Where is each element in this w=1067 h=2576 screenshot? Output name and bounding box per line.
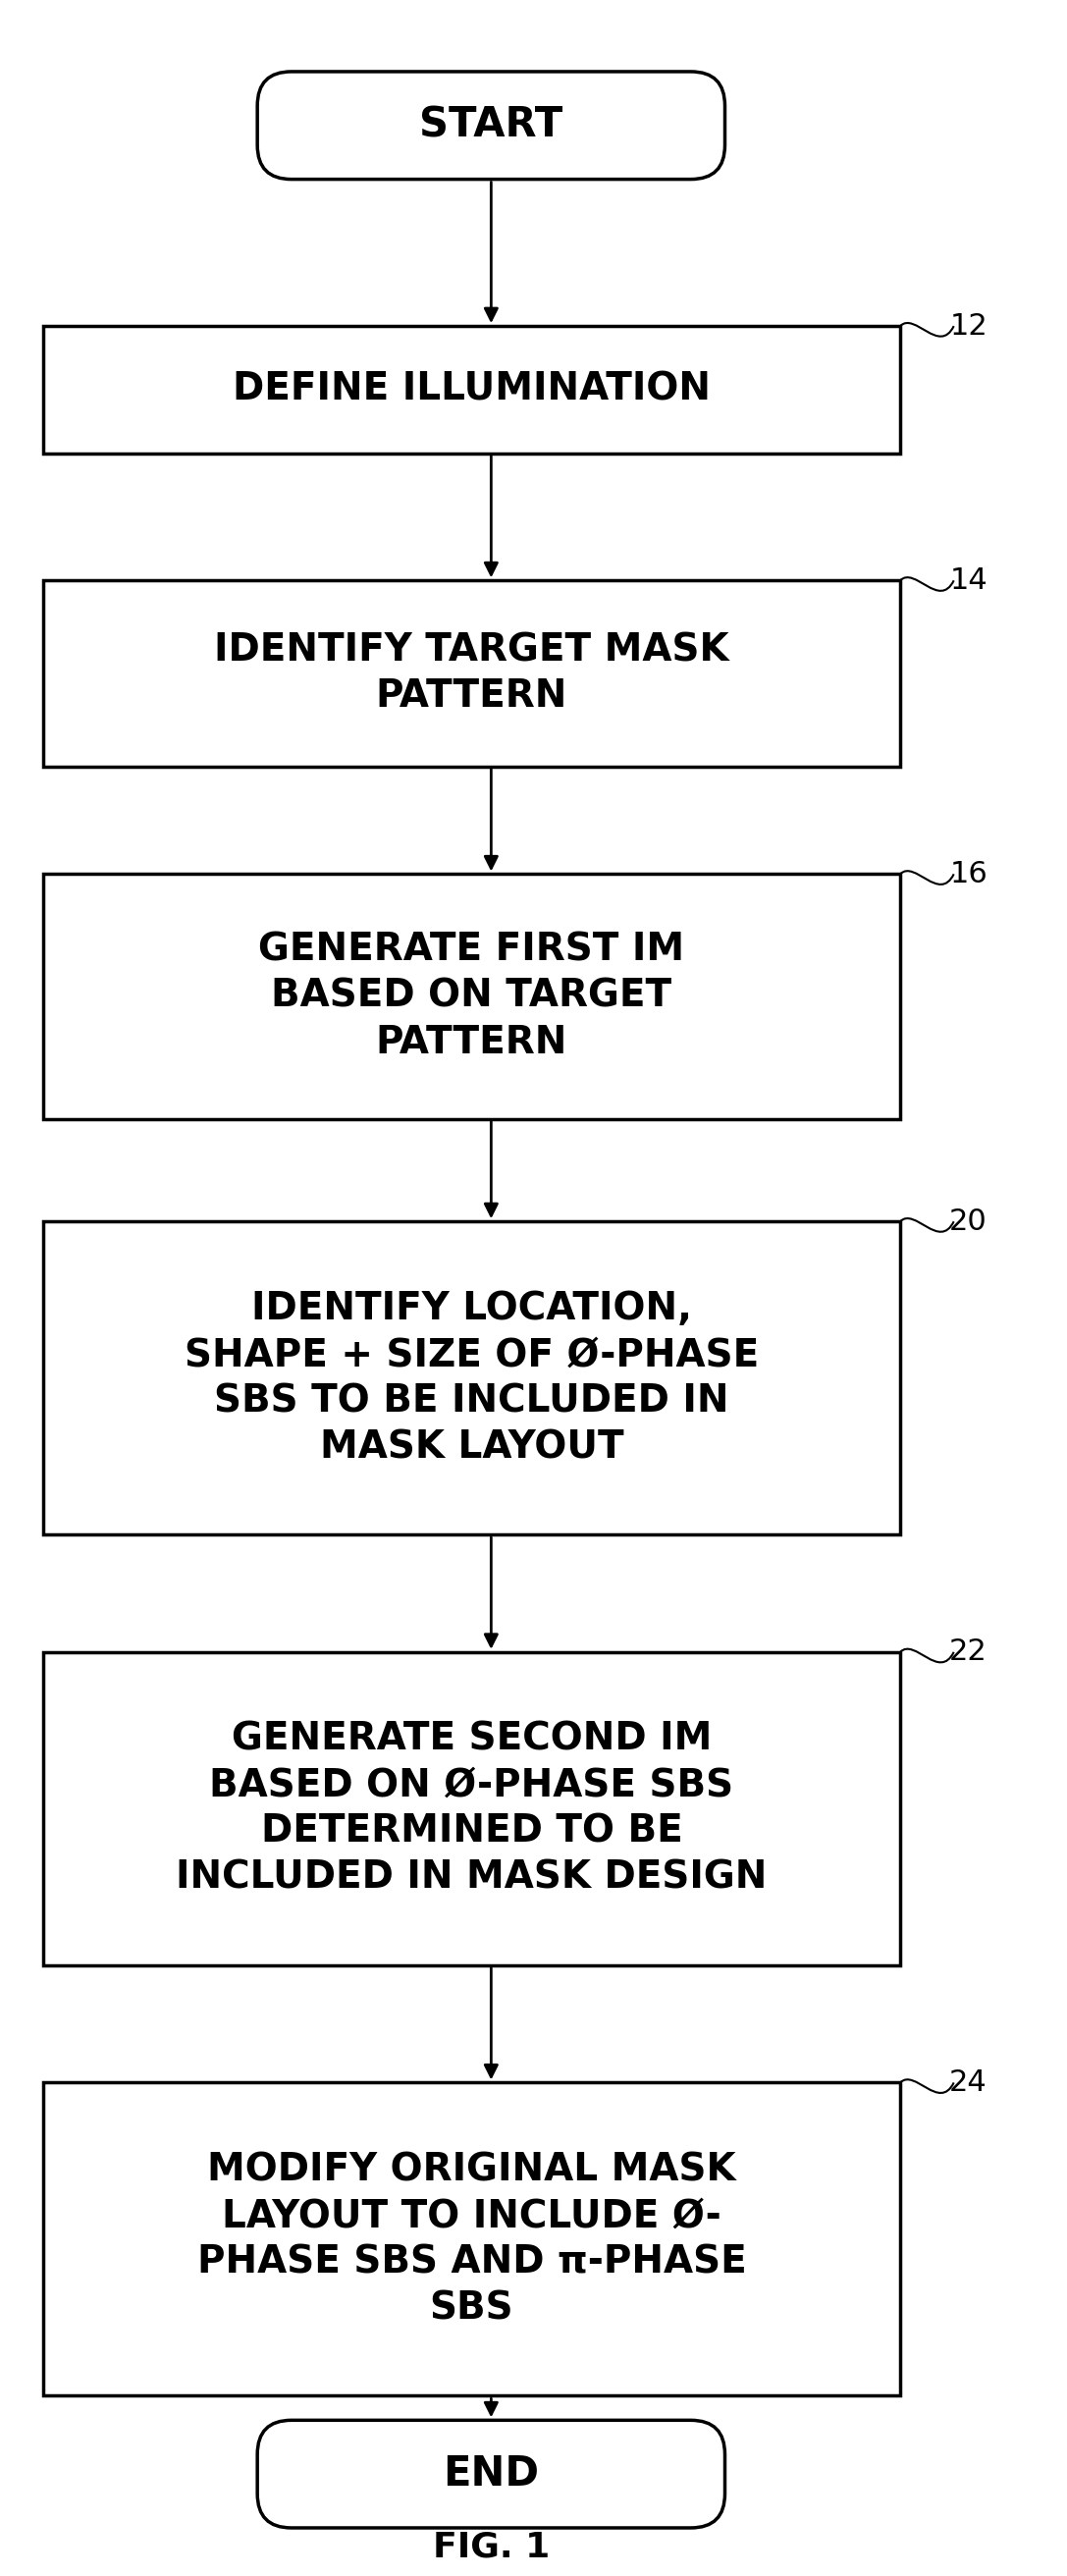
- Text: FIG. 1: FIG. 1: [432, 2530, 550, 2563]
- Bar: [43, 2081, 901, 2396]
- Text: IDENTIFY LOCATION,
SHAPE + SIZE OF Ø-PHASE
SBS TO BE INCLUDED IN
MASK LAYOUT: IDENTIFY LOCATION, SHAPE + SIZE OF Ø-PHA…: [185, 1291, 759, 1466]
- Text: 16: 16: [950, 860, 987, 889]
- FancyBboxPatch shape: [257, 2421, 724, 2527]
- Text: 12: 12: [950, 312, 987, 340]
- Text: 24: 24: [950, 2069, 987, 2097]
- Bar: [43, 873, 901, 1118]
- Text: 14: 14: [950, 567, 987, 595]
- Text: DEFINE ILLUMINATION: DEFINE ILLUMINATION: [233, 371, 711, 410]
- Text: 22: 22: [950, 1638, 987, 1667]
- Text: 20: 20: [950, 1208, 987, 1236]
- Text: START: START: [419, 106, 563, 147]
- Bar: [43, 580, 901, 768]
- FancyBboxPatch shape: [257, 72, 724, 180]
- Bar: [43, 1651, 901, 1965]
- Bar: [43, 1221, 901, 1535]
- Text: MODIFY ORIGINAL MASK
LAYOUT TO INCLUDE Ø-
PHASE SBS AND π-PHASE
SBS: MODIFY ORIGINAL MASK LAYOUT TO INCLUDE Ø…: [197, 2151, 747, 2326]
- Text: GENERATE FIRST IM
BASED ON TARGET
PATTERN: GENERATE FIRST IM BASED ON TARGET PATTER…: [258, 933, 685, 1061]
- Text: END: END: [443, 2452, 539, 2494]
- Bar: [43, 327, 901, 453]
- Text: IDENTIFY TARGET MASK
PATTERN: IDENTIFY TARGET MASK PATTERN: [214, 631, 729, 716]
- Text: GENERATE SECOND IM
BASED ON Ø-PHASE SBS
DETERMINED TO BE
INCLUDED IN MASK DESIGN: GENERATE SECOND IM BASED ON Ø-PHASE SBS …: [176, 1721, 767, 1896]
